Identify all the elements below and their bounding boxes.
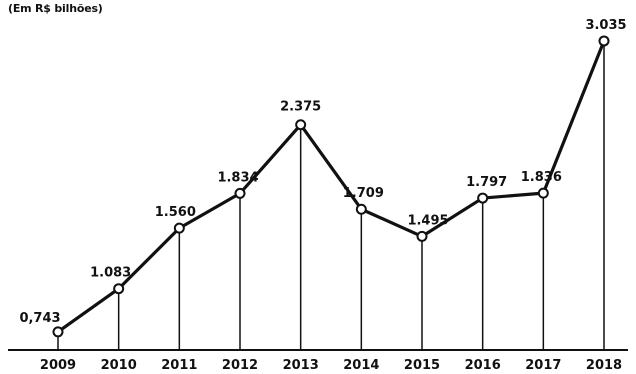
data-label-2013: 2.375 xyxy=(280,100,321,115)
data-point-2010 xyxy=(113,283,125,295)
data-label-2014: 1.709 xyxy=(343,186,384,201)
x-tick-label-2012: 2012 xyxy=(222,358,258,373)
data-label-2012: 1.834 xyxy=(217,170,258,185)
data-point-2012 xyxy=(234,187,246,199)
data-point-2013 xyxy=(295,119,307,131)
data-label-2011: 1.560 xyxy=(155,205,196,220)
x-tick-label-2014: 2014 xyxy=(343,358,379,373)
data-point-2014 xyxy=(355,203,367,215)
data-point-2016 xyxy=(477,192,489,204)
data-point-2009 xyxy=(52,326,64,338)
data-point-2018 xyxy=(598,35,610,47)
x-tick-label-2011: 2011 xyxy=(161,358,197,373)
x-tick-label-2013: 2013 xyxy=(283,358,319,373)
series-line xyxy=(57,40,606,334)
x-tick-label-2015: 2015 xyxy=(404,358,440,373)
data-label-2010: 1.083 xyxy=(90,266,131,281)
data-label-2017: 1.836 xyxy=(521,170,562,185)
data-label-2015: 1.495 xyxy=(407,213,448,228)
x-tick-label-2016: 2016 xyxy=(465,358,501,373)
data-label-2018: 3.035 xyxy=(585,18,626,33)
x-tick-label-2018: 2018 xyxy=(586,358,622,373)
data-label-2016: 1.797 xyxy=(466,175,507,190)
unit-label: (Em R$ bilhões) xyxy=(8,2,103,15)
x-tick-label-2010: 2010 xyxy=(101,358,137,373)
x-tick-label-2009: 2009 xyxy=(40,358,76,373)
data-point-2015 xyxy=(416,230,428,242)
data-point-2017 xyxy=(537,187,549,199)
data-point-2011 xyxy=(173,222,185,234)
x-tick-label-2017: 2017 xyxy=(525,358,561,373)
data-label-2009: 0,743 xyxy=(19,311,60,326)
